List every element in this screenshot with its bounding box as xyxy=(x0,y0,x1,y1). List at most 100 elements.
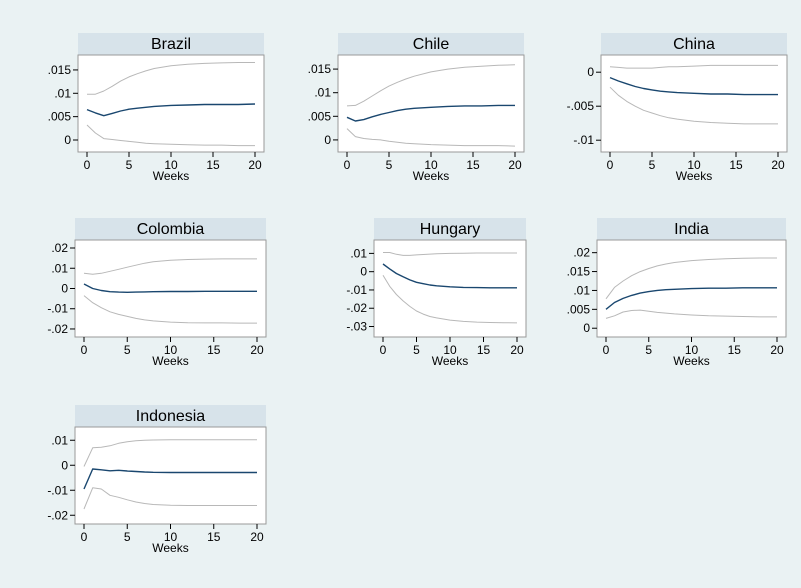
x-tick-label: 5 xyxy=(413,343,420,357)
panel-title: Brazil xyxy=(151,36,191,53)
panel-title-band xyxy=(75,405,266,427)
y-tick-label: .015 xyxy=(48,63,72,77)
panel-title-band xyxy=(75,218,266,240)
x-tick-label: 5 xyxy=(126,158,133,172)
y-tick-label: .005 xyxy=(308,109,332,123)
estimate-line xyxy=(83,283,257,293)
panel-china: China 0 -.005 -.01 0 5 10 15 20 Weeks xyxy=(567,33,788,183)
y-tick-label: .015 xyxy=(308,62,332,76)
y-tick-label: .01 xyxy=(51,261,68,275)
x-tick-label: 15 xyxy=(729,158,743,172)
x-tick-label: 10 xyxy=(424,158,438,172)
y-tick-label: .005 xyxy=(48,110,72,124)
x-tick-label: 20 xyxy=(510,343,524,357)
panel-colombia: Colombia .02 .01 0 -.01 -.02 0 5 10 15 20 Weeks xyxy=(47,218,267,368)
y-tick-label: 0 xyxy=(360,265,367,279)
y-tick-label: .01 xyxy=(573,283,590,297)
x-tick-label: 15 xyxy=(477,343,491,357)
x-tick-label: 0 xyxy=(81,530,88,544)
y-tick-label: -.02 xyxy=(47,508,68,522)
y-tick-label: .01 xyxy=(54,86,71,100)
y-tick-label: -.01 xyxy=(47,302,68,316)
x-tick-label: 20 xyxy=(508,158,522,172)
y-tick-label: .01 xyxy=(314,86,331,100)
x-tick-label: 20 xyxy=(770,343,784,357)
panel-chile: Chile 0 .005 .01 .015 0 5 10 15 20 Weeks xyxy=(308,33,525,183)
x-tick-label: 0 xyxy=(81,343,88,357)
x-tick-label: 20 xyxy=(250,343,264,357)
plot-region xyxy=(77,54,265,153)
panel-title-band xyxy=(78,33,264,55)
x-tick-label: 10 xyxy=(164,343,178,357)
x-tick-label: 20 xyxy=(250,530,264,544)
estimate-line xyxy=(83,468,257,490)
x-tick-label: 5 xyxy=(386,158,393,172)
y-tick-label: .02 xyxy=(51,241,68,255)
y-tick-label: 0 xyxy=(61,458,68,472)
panel-title-band xyxy=(601,33,787,55)
plot-region xyxy=(74,239,267,338)
panel-title-band xyxy=(597,218,786,240)
x-tick-label: 5 xyxy=(124,530,131,544)
x-axis-label: Weeks xyxy=(153,169,189,183)
y-tick-label: -.03 xyxy=(346,320,367,334)
lower-band-line xyxy=(83,295,257,324)
x-tick-label: 15 xyxy=(466,158,480,172)
x-axis-label: Weeks xyxy=(413,169,449,183)
x-tick-label: 10 xyxy=(687,158,701,172)
x-tick-label: 10 xyxy=(443,343,457,357)
x-axis-label: Weeks xyxy=(432,354,468,368)
panel-brazil: Brazil 0 .005 .01 .015 0 5 10 15 20 Weeks xyxy=(48,33,265,183)
y-tick-label: -.01 xyxy=(573,133,594,147)
panel-title: Indonesia xyxy=(136,408,205,425)
panel-title: India xyxy=(674,221,709,238)
y-tick-label: 0 xyxy=(64,133,71,147)
y-tick-label: 0 xyxy=(61,281,68,295)
upper-band-line xyxy=(383,252,517,256)
x-tick-label: 0 xyxy=(380,343,387,357)
x-tick-label: 10 xyxy=(164,530,178,544)
lower-band-line xyxy=(86,124,255,147)
upper-band-line xyxy=(609,64,778,69)
panel-title: China xyxy=(673,36,715,53)
x-tick-label: 0 xyxy=(607,158,614,172)
panel-title: Colombia xyxy=(137,221,205,238)
plot-region xyxy=(373,239,527,338)
estimate-line xyxy=(86,103,256,117)
x-tick-label: 15 xyxy=(207,530,221,544)
plot-region xyxy=(600,54,788,153)
estimate-line xyxy=(605,287,777,310)
x-tick-label: 0 xyxy=(344,158,351,172)
plot-region xyxy=(74,426,267,525)
x-axis-label: Weeks xyxy=(152,541,188,555)
estimate-line xyxy=(382,263,517,289)
upper-band-line xyxy=(605,257,777,300)
y-tick-label: .01 xyxy=(350,246,367,260)
panel-title: Hungary xyxy=(420,221,480,238)
upper-band-line xyxy=(87,62,255,95)
estimate-line xyxy=(346,104,515,122)
x-tick-label: 20 xyxy=(771,158,785,172)
upper-band-line xyxy=(83,258,257,275)
upper-band-line xyxy=(346,64,516,107)
x-tick-label: 5 xyxy=(649,158,656,172)
y-tick-label: -.005 xyxy=(567,99,595,113)
x-axis-label: Weeks xyxy=(673,354,709,368)
panel-india: India .02 .015 .01 .005 00 5 10 15 20 Weeks xyxy=(567,218,787,368)
y-tick-label: -.02 xyxy=(346,301,367,315)
x-tick-label: 5 xyxy=(645,343,652,357)
lower-band-line xyxy=(346,128,516,147)
x-tick-label: 15 xyxy=(207,343,221,357)
x-tick-label: 0 xyxy=(603,343,610,357)
estimate-line xyxy=(609,76,778,96)
y-tick-label: -.01 xyxy=(47,483,68,497)
x-tick-label: 0 xyxy=(84,158,91,172)
x-tick-label: 15 xyxy=(728,343,742,357)
panel-title: Chile xyxy=(413,36,450,53)
x-tick-label: 10 xyxy=(164,158,178,172)
y-tick-label: .01 xyxy=(51,433,68,447)
panel-hungary: Hungary .01 0 -.01 -.02 -.03 0 5 10 15 20 Weeks xyxy=(346,218,527,368)
lower-band-line xyxy=(382,275,518,324)
upper-band-line xyxy=(83,439,257,467)
